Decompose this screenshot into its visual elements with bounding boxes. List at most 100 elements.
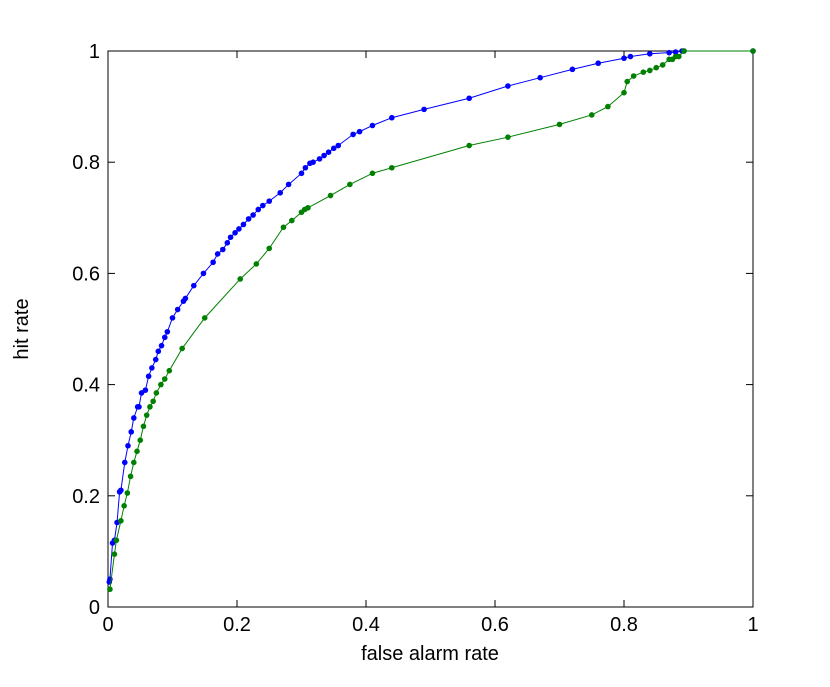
- point: [389, 164, 395, 171]
- point: [621, 55, 627, 62]
- point: [640, 69, 647, 75]
- point: [155, 348, 162, 355]
- point: [569, 66, 576, 73]
- point: [653, 64, 660, 71]
- point: [321, 152, 327, 159]
- point: [161, 376, 168, 382]
- point: [145, 373, 152, 380]
- point: [240, 221, 247, 228]
- point: [466, 95, 473, 102]
- point: [666, 49, 672, 56]
- point: [150, 398, 156, 405]
- point: [118, 487, 124, 494]
- point: [200, 270, 207, 277]
- plot-frame: [107, 50, 754, 608]
- point: [149, 365, 155, 371]
- point: [330, 145, 337, 152]
- point: [750, 48, 756, 54]
- point: [595, 60, 601, 67]
- point: [121, 503, 127, 509]
- point: [142, 387, 149, 393]
- point: [316, 156, 323, 162]
- point: [166, 367, 173, 374]
- point: [466, 142, 473, 149]
- point: [672, 49, 679, 55]
- point: [124, 490, 131, 496]
- y-tick-label: 1: [89, 41, 100, 63]
- point: [369, 170, 376, 177]
- point: [624, 78, 631, 85]
- y-tick-label: 0.6: [72, 263, 100, 285]
- point: [107, 586, 113, 593]
- point: [266, 198, 273, 204]
- point: [421, 106, 427, 113]
- point: [182, 295, 189, 302]
- point: [214, 251, 221, 257]
- point: [190, 282, 197, 289]
- point: [136, 404, 142, 410]
- point: [325, 149, 332, 155]
- point: [125, 442, 131, 449]
- x-tick-label: 0.6: [481, 614, 509, 636]
- point: [255, 206, 262, 213]
- point: [347, 181, 353, 188]
- point: [138, 390, 145, 396]
- y-tick-label: 0.2: [72, 486, 100, 508]
- x-tick-label: 0.8: [610, 614, 638, 636]
- point: [327, 192, 334, 199]
- point: [179, 345, 185, 352]
- point: [260, 202, 266, 209]
- point: [647, 50, 653, 57]
- point: [134, 448, 140, 455]
- y-tick-label: 0: [89, 597, 100, 619]
- point: [118, 518, 124, 524]
- point: [164, 328, 171, 335]
- point: [505, 134, 511, 140]
- point: [161, 334, 168, 341]
- point: [630, 73, 637, 79]
- point: [588, 112, 595, 118]
- x-tick-label: 1: [747, 614, 758, 636]
- point: [121, 459, 128, 466]
- point: [140, 423, 147, 430]
- point: [305, 204, 311, 211]
- x-axis-label: false alarm rate: [361, 643, 499, 665]
- point: [289, 217, 295, 224]
- point: [621, 89, 627, 96]
- y-tick-label: 0.4: [72, 375, 100, 397]
- y-tick-label: 0.8: [72, 152, 100, 174]
- point: [537, 74, 543, 81]
- point: [505, 83, 511, 89]
- point: [224, 240, 231, 246]
- point: [253, 261, 260, 267]
- point: [111, 551, 118, 557]
- x-tick-label: 0.2: [223, 614, 251, 636]
- point: [280, 224, 287, 231]
- point: [158, 342, 165, 349]
- point: [131, 459, 137, 466]
- x-tick-label: 0: [102, 614, 113, 636]
- point: [113, 537, 120, 544]
- point: [298, 170, 305, 177]
- point: [681, 48, 687, 54]
- point: [147, 404, 153, 410]
- point: [302, 164, 309, 171]
- point: [131, 415, 137, 421]
- point: [143, 412, 150, 418]
- point: [350, 131, 356, 138]
- point: [153, 390, 160, 396]
- point: [137, 437, 144, 444]
- point: [232, 230, 238, 236]
- point: [128, 429, 135, 435]
- point: [285, 181, 292, 188]
- point: [227, 234, 234, 241]
- point: [158, 381, 164, 388]
- point: [389, 114, 395, 121]
- point: [277, 189, 284, 196]
- point: [169, 315, 176, 321]
- point: [659, 62, 666, 68]
- point: [369, 122, 376, 129]
- point: [152, 356, 159, 363]
